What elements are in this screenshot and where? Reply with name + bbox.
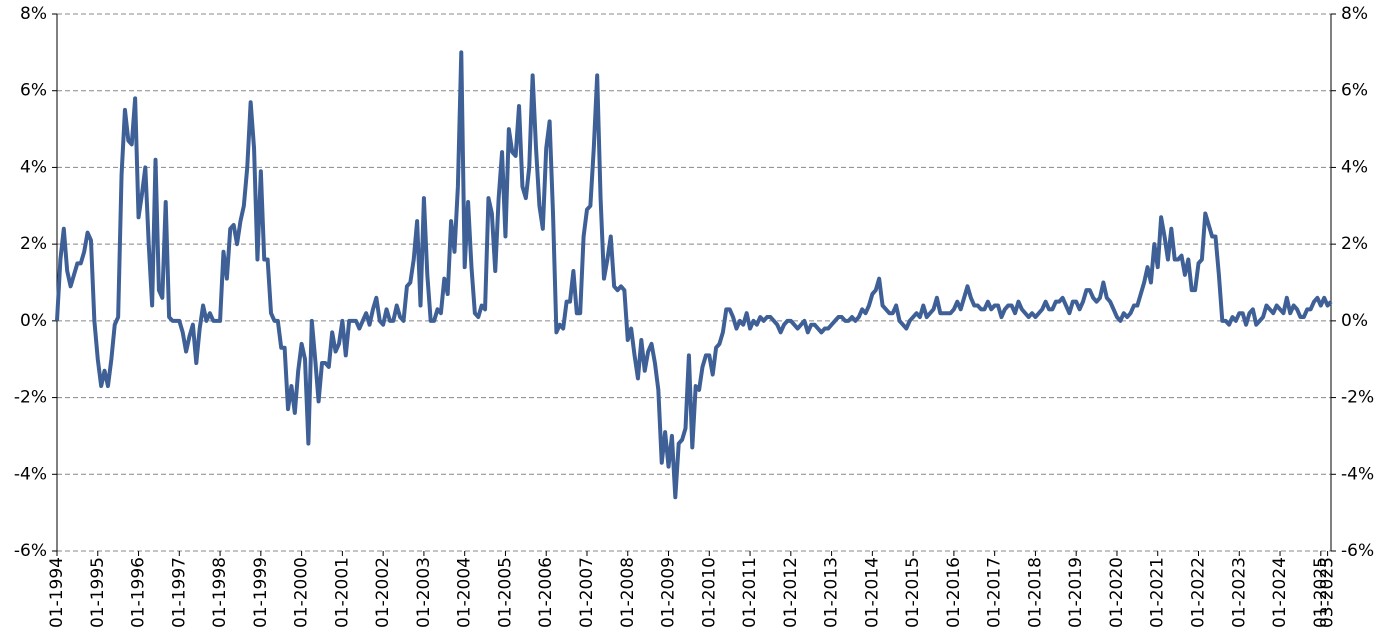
x-tick-label: 01-2009 — [659, 557, 679, 628]
x-tick-label: 01-2013 — [822, 557, 842, 628]
x-tick-label: 01-2024 — [1270, 557, 1290, 628]
x-tick-label: 01-1999 — [251, 557, 271, 628]
x-tick-label: 03-2025 — [1318, 557, 1338, 628]
x-tick-label: 01-2014 — [862, 557, 882, 628]
y2-tick-label: 4% — [1341, 157, 1368, 177]
x-tick-label: 01-1996 — [129, 557, 149, 628]
x-tick-label: 01-2021 — [1148, 557, 1168, 628]
x-tick-label: 01-2019 — [1066, 557, 1086, 628]
y2-tick-label: 0% — [1341, 311, 1368, 331]
x-tick-label: 01-2002 — [373, 557, 393, 628]
y-tick-label: 6% — [20, 81, 47, 101]
x-tick-label: 01-2022 — [1189, 557, 1209, 628]
y2-tick-label: 2% — [1341, 234, 1368, 254]
x-tick-label: 01-2015 — [903, 557, 923, 628]
x-tick-label: 01-2025 — [1311, 557, 1331, 628]
y-tick-label: -4% — [14, 464, 47, 484]
y-tick-label: 8% — [20, 4, 47, 24]
y2-tick-label: -4% — [1341, 464, 1374, 484]
x-tick-label: 01-2008 — [618, 557, 638, 628]
x-tick-label: 01-2012 — [781, 557, 801, 628]
x-tick-label: 01-2020 — [1107, 557, 1127, 628]
x-tick-label: 01-1998 — [210, 557, 230, 628]
x-tick-label: 01-2007 — [577, 557, 597, 628]
y2-tick-label: -6% — [1341, 541, 1374, 561]
x-tick-label: 01-2010 — [699, 557, 719, 628]
x-tick-label: 01-2018 — [1025, 557, 1045, 628]
x-tick-label: 01-1997 — [169, 557, 189, 628]
x-tick-label: 01-2006 — [536, 557, 556, 628]
y-tick-label: 0% — [20, 311, 47, 331]
x-tick-label: 01-2017 — [985, 557, 1005, 628]
y-tick-label: 2% — [20, 234, 47, 254]
data-line — [55, 50, 1333, 500]
x-tick-label: 01-2004 — [455, 557, 475, 628]
y2-tick-label: 6% — [1341, 81, 1368, 101]
y-tick-label: 4% — [20, 157, 47, 177]
x-tick-label: 01-2001 — [332, 557, 352, 628]
x-tick-label: 01-2003 — [414, 557, 434, 628]
x-tick-label: 01-2005 — [495, 557, 515, 628]
x-tick-label: 01-2016 — [944, 557, 964, 628]
y2-tick-label: 8% — [1341, 4, 1368, 24]
x-tick-label: 01-1994 — [47, 557, 67, 628]
x-tick-label: 01-1995 — [88, 557, 108, 628]
x-tick-label: 01-2011 — [740, 557, 760, 628]
y-tick-label: -6% — [14, 541, 47, 561]
y2-tick-label: -2% — [1341, 388, 1374, 408]
y-tick-label: -2% — [14, 388, 47, 408]
x-tick-label: 01-2000 — [292, 557, 312, 628]
x-tick-label: 01-2023 — [1229, 557, 1249, 628]
